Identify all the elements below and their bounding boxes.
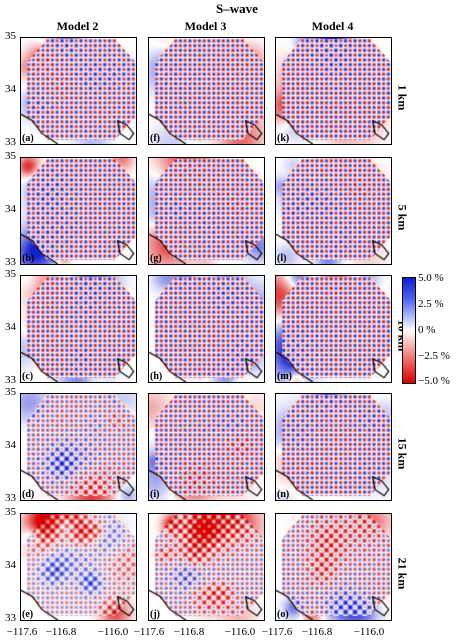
panel-label: (e) (22, 609, 34, 620)
checkerboard-map (276, 158, 391, 264)
column-header-model-4: Model 4 (311, 19, 354, 33)
panel-label: (g) (150, 253, 162, 264)
y-tick-label: 35 (5, 386, 16, 398)
panel-label: (j) (150, 609, 160, 620)
y-tick-label: 33 (5, 136, 16, 148)
column-header-model-3: Model 3 (184, 19, 227, 33)
x-tick-label: −117.6 (261, 626, 293, 638)
y-tick-label: 33 (5, 374, 16, 386)
x-tick-label: −117.6 (133, 626, 165, 638)
y-tick-label: 35 (5, 150, 16, 162)
checkerboard-map (21, 276, 136, 382)
colorbar-tick: −5.0 % (418, 375, 450, 387)
checkerboard-map (276, 38, 391, 144)
x-tick-label: −117.6 (6, 626, 38, 638)
checkerboard-map (149, 514, 264, 620)
row-label-21km: 21 km (395, 557, 410, 590)
checkerboard-map (21, 158, 136, 264)
colorbar-tick: −2.5 % (418, 350, 450, 362)
checkerboard-map (276, 514, 391, 620)
panel-label: (d) (22, 489, 35, 500)
map-panel-model-3-15km: (i) (148, 393, 265, 501)
map-panel-model-3-5km: (g) (148, 157, 265, 265)
map-panel-model-2-1km: (a) (20, 37, 137, 145)
checkerboard-map (21, 514, 136, 620)
checkerboard-map (149, 38, 264, 144)
map-panel-model-2-5km: (b) (20, 157, 137, 265)
x-tick-label: −116.0 (224, 626, 256, 638)
y-tick-label: 35 (5, 268, 16, 280)
row-label-15km: 15 km (395, 437, 410, 470)
checkerboard-map (149, 158, 264, 264)
map-panel-model-3-21km: (j) (148, 513, 265, 621)
x-tick-label: −116.8 (301, 626, 333, 638)
map-panel-model-2-21km: (e) (20, 513, 137, 621)
x-tick-label: −116.8 (45, 626, 77, 638)
panel-label: (o) (277, 609, 289, 620)
colorbar-tick: 2.5 % (418, 298, 444, 310)
panel-label: (n) (277, 489, 290, 500)
panel-label: (f) (150, 133, 160, 144)
x-tick-label: −116.8 (173, 626, 205, 638)
map-panel-model-4-5km: (l) (275, 157, 392, 265)
map-panel-model-3-10km: (h) (148, 275, 265, 383)
colorbar-tick: 0 % (418, 324, 436, 336)
y-tick-label: 33 (5, 256, 16, 268)
panel-label: (h) (150, 371, 163, 382)
colorbar-tick: 5.0 % (418, 272, 444, 284)
y-tick-label: 33 (5, 612, 16, 624)
y-tick-label: 33 (5, 492, 16, 504)
map-panel-model-4-15km: (n) (275, 393, 392, 501)
checkerboard-map (149, 394, 264, 500)
y-tick-label: 34 (5, 203, 16, 215)
checkerboard-map (276, 394, 391, 500)
y-tick-label: 34 (5, 559, 16, 571)
column-header-model-2: Model 2 (56, 19, 99, 33)
panel-label: (m) (277, 371, 292, 382)
panel-label: (k) (277, 133, 290, 144)
checkerboard-map (149, 276, 264, 382)
colorbar (402, 277, 416, 384)
map-panel-model-2-10km: (c) (20, 275, 137, 383)
row-label-1km: 1 km (395, 84, 410, 111)
panel-label: (l) (277, 253, 287, 264)
panel-label: (c) (22, 371, 34, 382)
map-panel-model-4-1km: (k) (275, 37, 392, 145)
y-tick-label: 35 (5, 30, 16, 42)
checkerboard-map (21, 38, 136, 144)
row-label-5km: 5 km (395, 204, 410, 231)
x-tick-label: −116.0 (97, 626, 129, 638)
panel-label: (b) (22, 253, 35, 264)
y-tick-label: 35 (5, 506, 16, 518)
panel-label: (a) (22, 133, 34, 144)
panel-label: (i) (150, 489, 160, 500)
checkerboard-map (276, 276, 391, 382)
map-panel-model-2-15km: (d) (20, 393, 137, 501)
x-tick-label: −116.0 (353, 626, 385, 638)
y-tick-label: 34 (5, 83, 16, 95)
map-panel-model-4-21km: (o) (275, 513, 392, 621)
checkerboard-map (21, 394, 136, 500)
map-panel-model-3-1km: (f) (148, 37, 265, 145)
map-panel-model-4-10km: (m) (275, 275, 392, 383)
figure-title: S–wave (216, 1, 258, 16)
y-tick-label: 34 (5, 321, 16, 333)
y-tick-label: 34 (5, 439, 16, 451)
